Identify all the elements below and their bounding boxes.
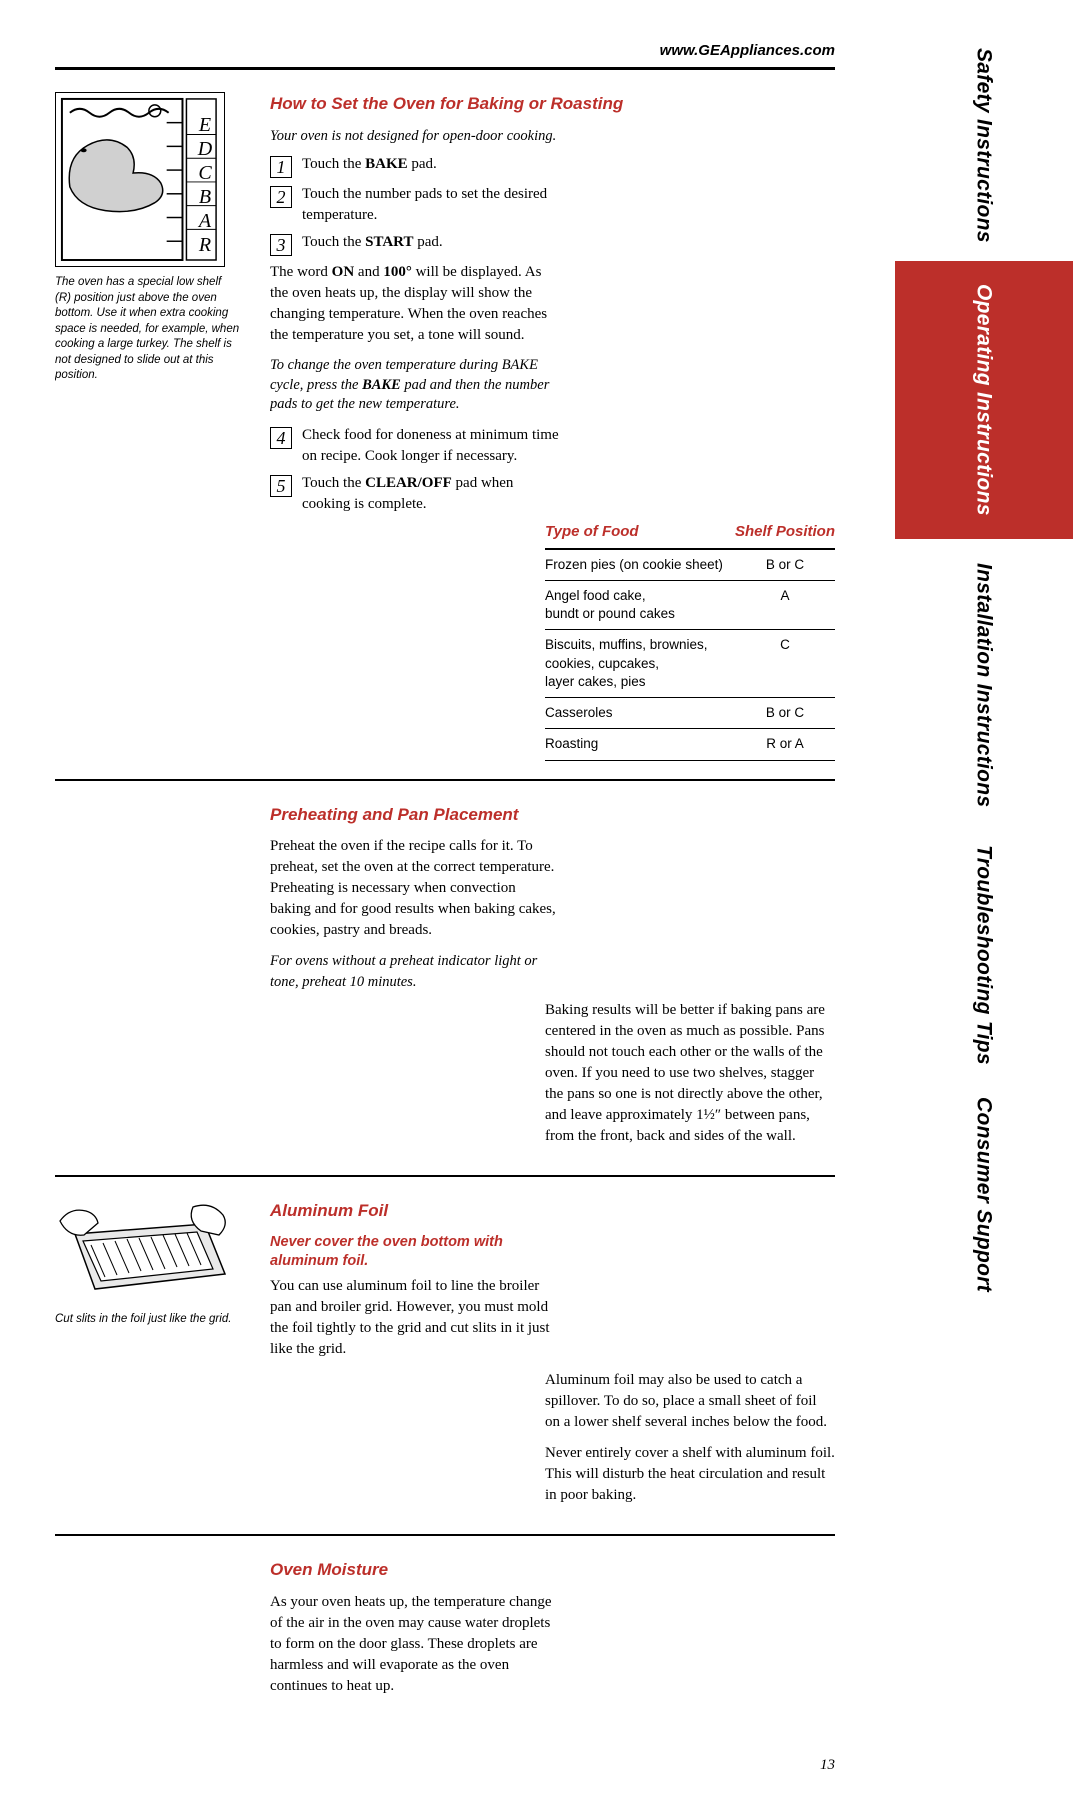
section-oven-moisture: Oven Moisture As your oven heats up, the… bbox=[55, 1558, 835, 1725]
step: 4 Check food for doneness at minimum time… bbox=[270, 425, 560, 467]
section-heading-bake: How to Set the Oven for Baking or Roasti… bbox=[270, 92, 835, 116]
step-number: 3 bbox=[270, 234, 292, 256]
table-row: RoastingR or A bbox=[545, 729, 835, 760]
foil-p2: Aluminum foil may also be used to catch … bbox=[545, 1370, 835, 1433]
section-baking-roasting: EDCBAR The oven has a special low shelf … bbox=[55, 92, 835, 781]
step-text: Check food for doneness at minimum time … bbox=[302, 425, 560, 467]
table-cell-food: Angel food cake,bundt or pound cakes bbox=[545, 581, 735, 630]
table-row: Biscuits, muffins, brownies,cookies, cup… bbox=[545, 630, 835, 698]
step-number: 4 bbox=[270, 427, 292, 449]
foil-subhead: Never cover the oven bottom with aluminu… bbox=[270, 1233, 560, 1271]
oven-shelf-diagram: EDCBAR bbox=[55, 92, 225, 267]
step: 3 Touch the START pad. bbox=[270, 232, 560, 256]
site-url: www.GEAppliances.com bbox=[55, 40, 835, 70]
side-tab[interactable]: Troubleshooting Tips bbox=[895, 831, 1073, 1079]
table-cell-food: Casseroles bbox=[545, 698, 735, 729]
side-tab[interactable]: Safety Instructions bbox=[895, 30, 1073, 261]
preheat-p1: Preheat the oven if the recipe calls for… bbox=[270, 836, 560, 941]
page-number: 13 bbox=[55, 1755, 835, 1776]
step-text: Touch the BAKE pad. bbox=[302, 154, 560, 175]
table-row: Frozen pies (on cookie sheet)B or C bbox=[545, 549, 835, 581]
table-cell-food: Roasting bbox=[545, 729, 735, 760]
step-number: 2 bbox=[270, 186, 292, 208]
change-temp-note: To change the oven temperature during BA… bbox=[270, 356, 560, 415]
table-row: Angel food cake,bundt or pound cakesA bbox=[545, 581, 835, 630]
section-heading-preheat: Preheating and Pan Placement bbox=[270, 803, 835, 827]
side-tab[interactable]: Operating Instructions bbox=[895, 261, 1073, 539]
section-heading-foil: Aluminum Foil bbox=[270, 1199, 835, 1223]
step-text: Touch the START pad. bbox=[302, 232, 560, 253]
section-heading-moisture: Oven Moisture bbox=[270, 1558, 835, 1582]
side-tab[interactable]: Installation Instructions bbox=[895, 539, 1073, 831]
step: 1 Touch the BAKE pad. bbox=[270, 154, 560, 178]
foil-caption: Cut slits in the foil just like the grid… bbox=[55, 1312, 240, 1328]
foil-p1: You can use aluminum foil to line the br… bbox=[270, 1276, 560, 1360]
table-row: CasserolesB or C bbox=[545, 698, 835, 729]
step-number: 5 bbox=[270, 475, 292, 497]
table-head-food: Type of Food bbox=[545, 521, 735, 549]
step-number: 1 bbox=[270, 156, 292, 178]
moisture-p1: As your oven heats up, the temperature c… bbox=[270, 1592, 560, 1697]
preheat-note: For ovens without a preheat indicator li… bbox=[270, 951, 560, 992]
table-cell-pos: B or C bbox=[735, 698, 835, 729]
section-preheating: Preheating and Pan Placement Preheat the… bbox=[55, 803, 835, 1177]
shelf-label: R bbox=[192, 231, 218, 259]
broiler-pan-diagram bbox=[55, 1199, 230, 1304]
foil-p3: Never entirely cover a shelf with alumin… bbox=[545, 1443, 835, 1506]
page-content: www.GEAppliances.com ED bbox=[0, 0, 870, 1816]
step: 5 Touch the CLEAR/OFF pad when cooking is… bbox=[270, 473, 560, 515]
step-text: Touch the CLEAR/OFF pad when cooking is … bbox=[302, 473, 560, 515]
table-cell-pos: C bbox=[735, 630, 835, 698]
section-aluminum-foil: Cut slits in the foil just like the grid… bbox=[55, 1199, 835, 1536]
table-cell-pos: A bbox=[735, 581, 835, 630]
open-door-note: Your oven is not designed for open-door … bbox=[270, 126, 560, 146]
table-cell-food: Frozen pies (on cookie sheet) bbox=[545, 549, 735, 581]
side-tabs: Safety InstructionsOperating Instruction… bbox=[895, 30, 1080, 1310]
shelf-position-table: Type of Food Shelf Position Frozen pies … bbox=[545, 521, 835, 761]
side-tab[interactable]: Consumer Support bbox=[895, 1079, 1073, 1310]
step: 2 Touch the number pads to set the desire… bbox=[270, 184, 560, 226]
preheat-p2: Baking results will be better if baking … bbox=[545, 1000, 835, 1147]
on-display-paragraph: The word ON and 100° will be displayed. … bbox=[270, 262, 560, 346]
table-cell-pos: B or C bbox=[735, 549, 835, 581]
step-text: Touch the number pads to set the desired… bbox=[302, 184, 560, 226]
oven-shelf-caption: The oven has a special low shelf (R) pos… bbox=[55, 275, 240, 384]
table-head-pos: Shelf Position bbox=[735, 521, 835, 549]
table-cell-food: Biscuits, muffins, brownies,cookies, cup… bbox=[545, 630, 735, 698]
table-cell-pos: R or A bbox=[735, 729, 835, 760]
